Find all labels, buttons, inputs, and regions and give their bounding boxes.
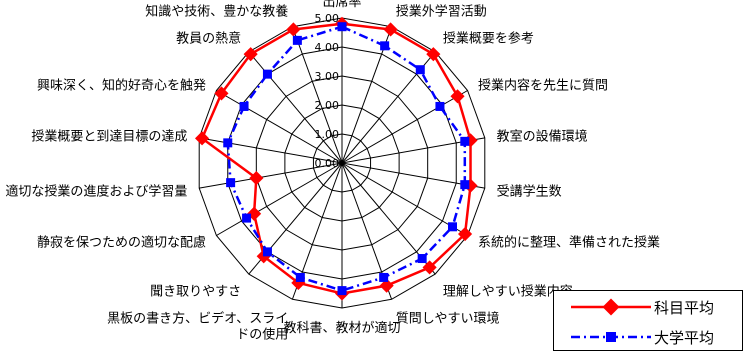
- legend-marker-1: [602, 298, 620, 316]
- data-point: [415, 65, 425, 75]
- grid-spoke: [341, 90, 468, 164]
- data-point: [435, 101, 445, 111]
- radar-grid: [198, 17, 486, 309]
- legend-label-2: 大学平均: [654, 329, 715, 347]
- axis-labels: 出席率 授業外学習活動授業概要を参考授業内容を先生に質問教室の設備環境受講学生数系…: [5, 0, 660, 343]
- data-point: [242, 213, 252, 223]
- legend-markers: [571, 298, 651, 342]
- legend-label-1: 科目平均: [654, 299, 715, 317]
- tick-labels: 0.00 1.00 2.00 3.00 4.00 5.00: [315, 12, 340, 170]
- category-label: 授業内容を先生に質問: [478, 78, 608, 94]
- data-point: [448, 222, 458, 232]
- data-point: [417, 254, 427, 264]
- data-point: [457, 226, 473, 242]
- tick-label: 4.00: [315, 41, 340, 54]
- grid-spoke: [216, 162, 343, 236]
- grid-spoke: [199, 137, 343, 164]
- series-layer: [194, 16, 478, 301]
- grid-spoke: [199, 162, 343, 189]
- data-point: [295, 272, 305, 282]
- category-label: 教科書、教材が適切: [283, 320, 400, 336]
- data-point: [262, 247, 272, 257]
- data-point: [379, 278, 394, 293]
- data-point: [337, 286, 347, 296]
- category-label: 知識や技術、豊かな教養: [145, 3, 288, 19]
- category-label: 興味深く、知的好奇心を触発: [37, 78, 206, 94]
- grid-spoke: [291, 26, 343, 164]
- category-label: 教室の設備環境: [497, 129, 588, 145]
- category-label: 出席率: [322, 0, 361, 10]
- tick-label: 5.00: [315, 12, 340, 25]
- category-label: 質問しやすい環境: [396, 312, 500, 327]
- category-label: 聞き取りやすさ: [150, 284, 241, 299]
- data-point: [239, 101, 249, 111]
- tick-label: 2.00: [315, 99, 340, 112]
- data-point: [380, 41, 390, 51]
- data-point: [460, 180, 470, 190]
- category-label: 教員の熱意: [176, 31, 241, 47]
- data-point: [226, 178, 236, 188]
- category-label: 受講学生数: [497, 183, 562, 199]
- category-label: 黒板の書き方、ビデオ、スライドの使用: [107, 311, 288, 343]
- grid-spoke: [341, 162, 468, 236]
- grid-spoke: [216, 90, 343, 164]
- category-label: 授業概要を参考: [443, 31, 534, 47]
- data-point: [426, 47, 441, 62]
- data-point: [450, 89, 465, 104]
- data-point: [383, 22, 398, 37]
- data-point: [379, 272, 389, 282]
- legend: 科目平均 大学平均: [553, 290, 743, 351]
- data-point: [422, 260, 437, 275]
- tick-label: 0.00: [315, 157, 340, 170]
- category-label: 系統的に整理、準備された授業: [478, 235, 660, 251]
- data-point: [292, 35, 302, 45]
- category-label: 授業概要と到達目標の達成: [31, 129, 187, 145]
- tick-label: 1.00: [315, 128, 340, 141]
- data-point: [223, 138, 233, 148]
- category-label: 理解しやすい授業内容: [443, 283, 573, 299]
- category-label: 授業外学習活動: [396, 3, 487, 19]
- data-point: [262, 69, 272, 79]
- data-point: [337, 22, 347, 32]
- data-point: [460, 136, 470, 146]
- category-label: 静寂を保つための適切な配慮: [37, 235, 206, 251]
- data-point: [194, 131, 210, 146]
- legend-marker-2: [606, 332, 616, 342]
- tick-label: 3.00: [315, 70, 340, 83]
- category-label: 適切な授業の進度および学習量: [5, 183, 187, 199]
- data-point: [286, 22, 301, 37]
